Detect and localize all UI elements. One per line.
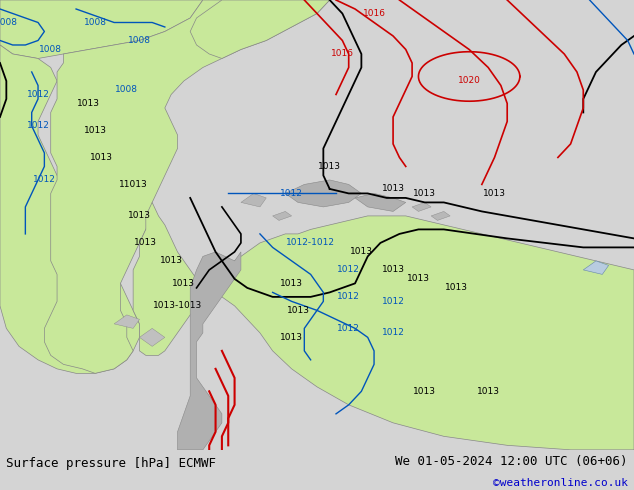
Text: 1013: 1013: [477, 387, 500, 396]
Text: 1012: 1012: [280, 189, 303, 198]
Text: 1013: 1013: [90, 153, 113, 162]
Text: 1012: 1012: [27, 122, 49, 130]
Text: 1013: 1013: [77, 99, 100, 108]
Polygon shape: [139, 328, 165, 346]
Text: 1012: 1012: [382, 328, 404, 338]
Polygon shape: [285, 180, 361, 207]
Polygon shape: [241, 194, 266, 207]
Text: 1012: 1012: [382, 297, 404, 306]
Polygon shape: [0, 0, 203, 58]
Text: 1012-1012: 1012-1012: [286, 239, 335, 247]
Polygon shape: [190, 0, 330, 58]
Text: 1013: 1013: [160, 256, 183, 266]
Text: 1013: 1013: [413, 189, 436, 198]
Text: 1013: 1013: [84, 126, 107, 135]
Polygon shape: [133, 202, 203, 355]
Polygon shape: [583, 261, 609, 274]
Text: 11013: 11013: [119, 180, 148, 189]
Text: 1012: 1012: [337, 324, 360, 333]
Text: 1008: 1008: [0, 18, 18, 27]
Text: 1013: 1013: [350, 247, 373, 256]
Text: 1013: 1013: [483, 189, 506, 198]
Text: 1008: 1008: [39, 45, 62, 54]
Text: 1013: 1013: [318, 162, 341, 171]
Text: 1013: 1013: [280, 279, 303, 288]
Polygon shape: [114, 315, 139, 328]
Text: ©weatheronline.co.uk: ©weatheronline.co.uk: [493, 478, 628, 488]
Text: 1012: 1012: [33, 175, 56, 184]
Text: 1013: 1013: [413, 387, 436, 396]
Text: 1008: 1008: [128, 36, 151, 45]
Text: 1013: 1013: [128, 211, 151, 220]
Text: 1020: 1020: [458, 76, 481, 85]
Text: 1013: 1013: [407, 274, 430, 283]
Polygon shape: [203, 216, 634, 450]
Text: 1013: 1013: [280, 333, 303, 342]
Text: 1013: 1013: [134, 239, 157, 247]
Text: 1016: 1016: [331, 49, 354, 58]
Polygon shape: [412, 202, 431, 211]
Text: 1013: 1013: [382, 266, 404, 274]
Text: We 01-05-2024 12:00 UTC (06+06): We 01-05-2024 12:00 UTC (06+06): [395, 455, 628, 468]
Polygon shape: [355, 194, 406, 211]
Text: 1013: 1013: [382, 184, 404, 194]
Text: 1013-1013: 1013-1013: [153, 301, 202, 310]
Text: 1012: 1012: [337, 293, 360, 301]
Polygon shape: [44, 0, 330, 373]
Polygon shape: [273, 211, 292, 220]
Polygon shape: [0, 45, 139, 373]
Text: 1013: 1013: [445, 283, 468, 293]
Text: 1012: 1012: [27, 90, 49, 99]
Text: 1016: 1016: [363, 9, 385, 18]
Text: 1012: 1012: [337, 266, 360, 274]
Text: 1008: 1008: [84, 18, 107, 27]
Text: Surface pressure [hPa] ECMWF: Surface pressure [hPa] ECMWF: [6, 457, 216, 470]
Polygon shape: [178, 252, 241, 450]
Text: 1008: 1008: [115, 85, 138, 95]
Text: 1013: 1013: [172, 279, 195, 288]
Text: 1013: 1013: [287, 306, 309, 315]
Polygon shape: [431, 211, 450, 220]
